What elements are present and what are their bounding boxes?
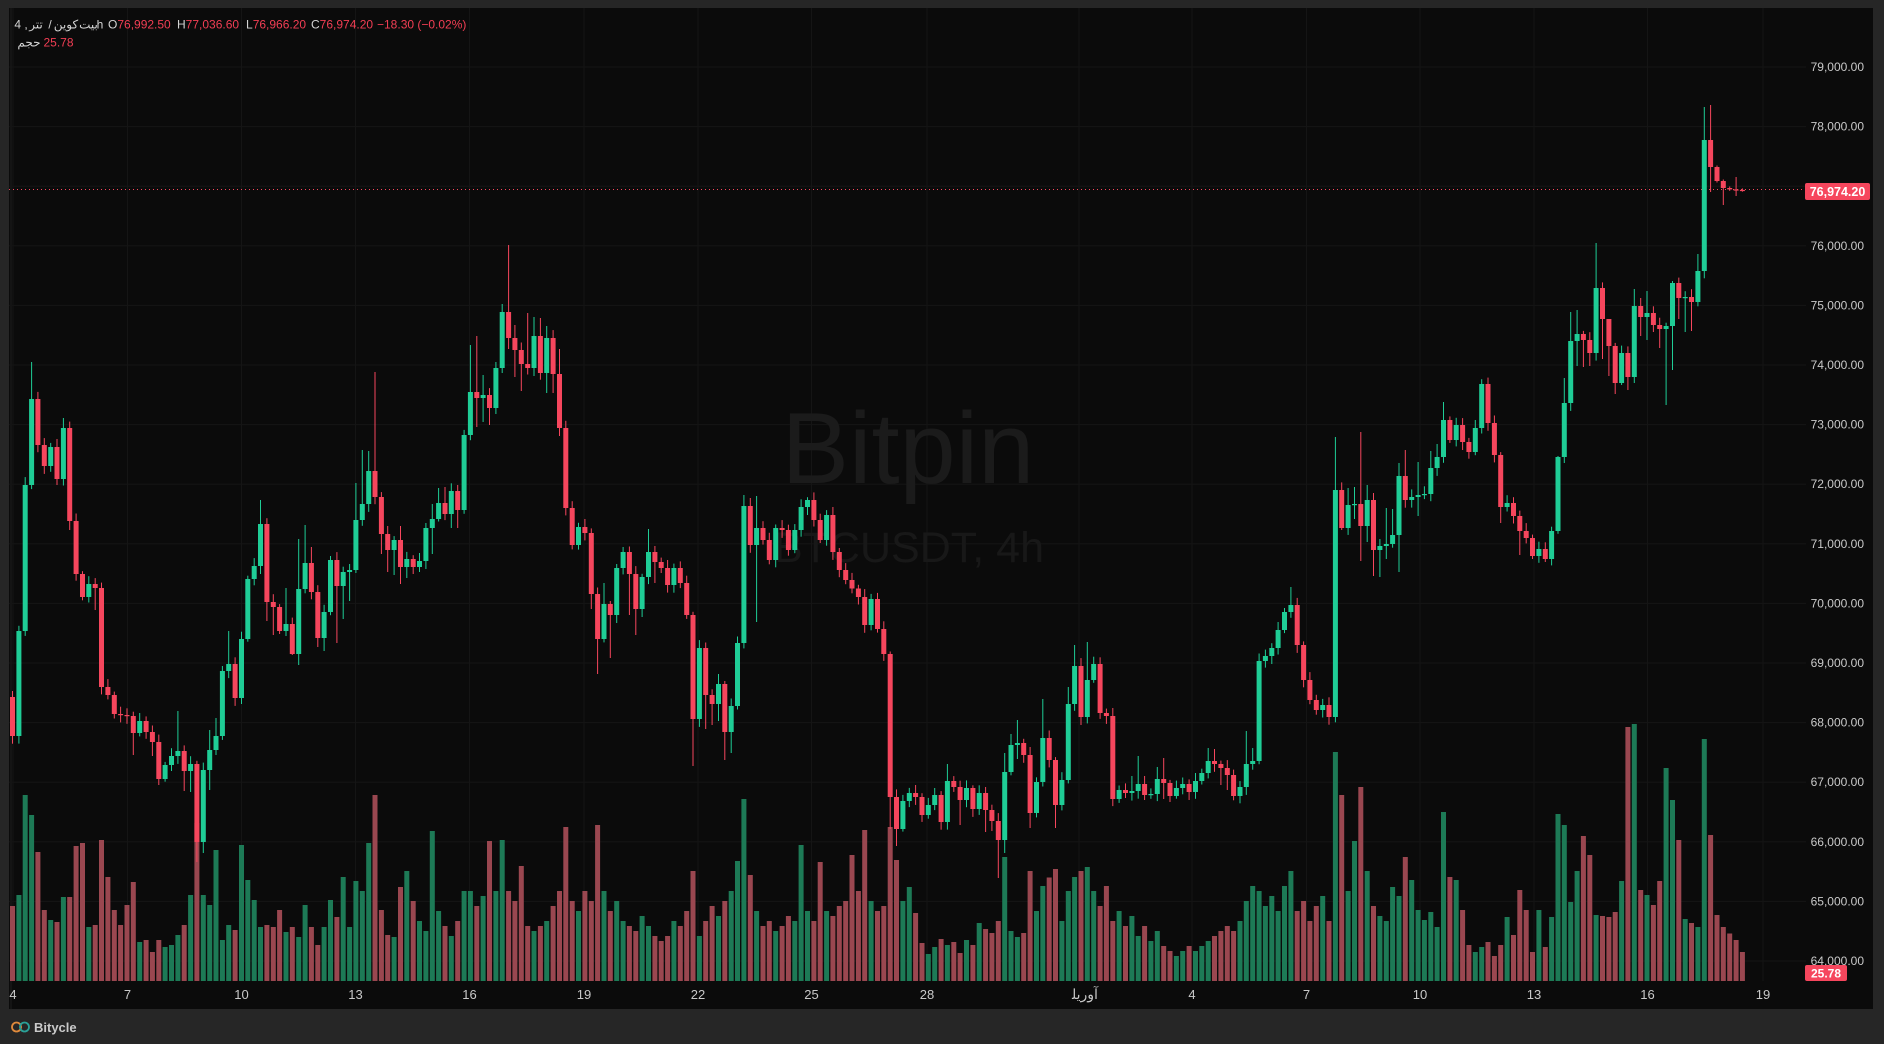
- svg-text:13: 13: [348, 987, 362, 1002]
- svg-text:/: /: [48, 18, 52, 32]
- svg-text:76,000.00: 76,000.00: [1811, 239, 1865, 253]
- svg-text:13: 13: [1527, 987, 1541, 1002]
- svg-text:67,000.00: 67,000.00: [1811, 775, 1865, 789]
- svg-text:O76,992.50: O76,992.50: [108, 18, 171, 32]
- svg-text:BTCUSDT, 4h: BTCUSDT, 4h: [774, 524, 1044, 572]
- svg-text:25.78: 25.78: [1811, 967, 1841, 981]
- svg-text:L76,966.20: L76,966.20: [246, 18, 306, 32]
- svg-text:10: 10: [1413, 987, 1427, 1002]
- svg-text:H77,036.60: H77,036.60: [177, 18, 239, 32]
- svg-text:h: h: [97, 18, 104, 32]
- svg-text:65,000.00: 65,000.00: [1811, 894, 1865, 908]
- svg-text:C76,974.20: C76,974.20: [311, 18, 373, 32]
- svg-text:19: 19: [1756, 987, 1770, 1002]
- svg-text:4 ,: 4 ,: [14, 18, 27, 32]
- svg-text:Bitycle: Bitycle: [34, 1020, 77, 1035]
- svg-text:16: 16: [462, 987, 476, 1002]
- svg-text:22: 22: [691, 987, 705, 1002]
- svg-text:69,000.00: 69,000.00: [1811, 656, 1865, 670]
- svg-text:10: 10: [234, 987, 248, 1002]
- svg-text:79,000.00: 79,000.00: [1811, 60, 1865, 74]
- svg-text:28: 28: [920, 987, 934, 1002]
- svg-text:68,000.00: 68,000.00: [1811, 716, 1865, 730]
- svg-text:7: 7: [124, 987, 131, 1002]
- svg-text:25: 25: [804, 987, 818, 1002]
- svg-text:78,000.00: 78,000.00: [1811, 120, 1865, 134]
- svg-text:73,000.00: 73,000.00: [1811, 418, 1865, 432]
- svg-text:4: 4: [9, 987, 16, 1002]
- svg-text:75,000.00: 75,000.00: [1811, 298, 1865, 312]
- svg-text:71,000.00: 71,000.00: [1811, 537, 1865, 551]
- svg-text:−18.30 (−0.02%): −18.30 (−0.02%): [377, 18, 466, 32]
- svg-text:74,000.00: 74,000.00: [1811, 358, 1865, 372]
- svg-text:70,000.00: 70,000.00: [1811, 596, 1865, 610]
- svg-text:7: 7: [1303, 987, 1310, 1002]
- svg-text:16: 16: [1640, 987, 1654, 1002]
- svg-text:66,000.00: 66,000.00: [1811, 835, 1865, 849]
- svg-text:76,974.20: 76,974.20: [1810, 185, 1866, 199]
- svg-text:64,000.00: 64,000.00: [1811, 954, 1865, 968]
- svg-text:4: 4: [1188, 987, 1195, 1002]
- svg-text:Bitpin: Bitpin: [782, 393, 1035, 505]
- svg-text:72,000.00: 72,000.00: [1811, 477, 1865, 491]
- svg-text:19: 19: [577, 987, 591, 1002]
- svg-text:25.78: 25.78: [43, 36, 73, 50]
